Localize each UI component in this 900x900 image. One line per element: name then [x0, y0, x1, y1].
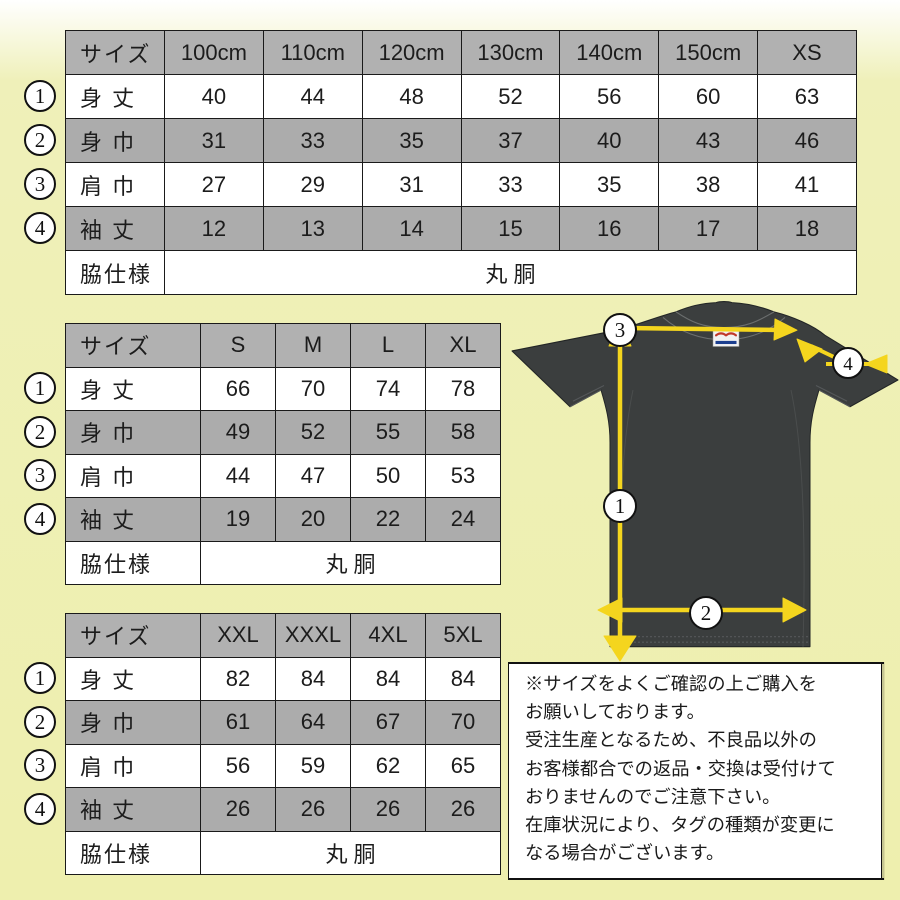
svg-text:3: 3: [615, 318, 626, 342]
svg-text:2: 2: [701, 601, 712, 625]
svg-text:1: 1: [615, 494, 626, 518]
svg-text:4: 4: [843, 354, 853, 375]
